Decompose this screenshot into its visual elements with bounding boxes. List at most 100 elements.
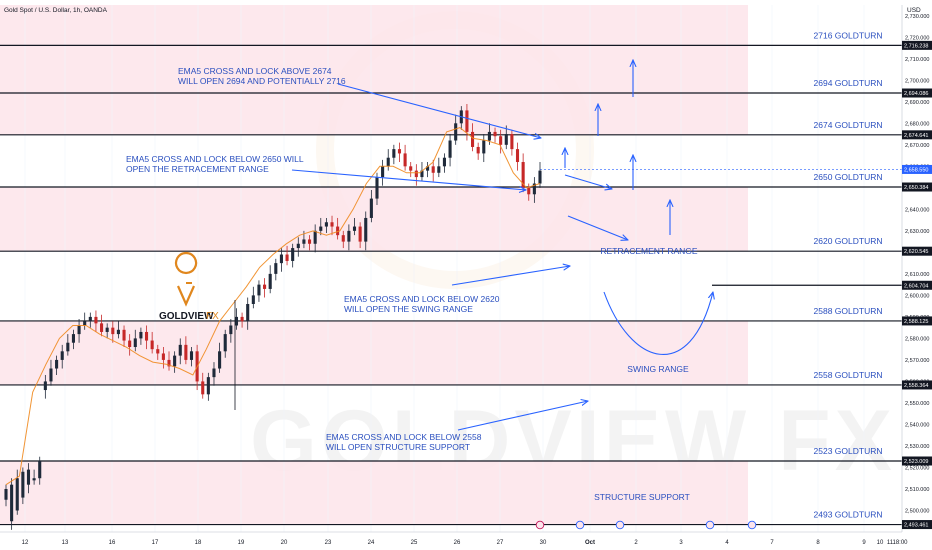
candle-body [133, 338, 137, 348]
event-flag-icon[interactable] [535, 520, 545, 530]
swing-target-tag [902, 280, 932, 290]
swing-target-tag-text: 2,604.704 [904, 283, 928, 289]
time-tick-label: 26 [454, 540, 461, 546]
candle-body [352, 226, 357, 231]
candle-body [274, 263, 278, 274]
level-price-tag [902, 130, 932, 140]
candle-body [246, 303, 250, 322]
logo-pin-icon [174, 251, 198, 307]
range-label: SWING RANGE [627, 364, 689, 374]
time-tick-label: 18 [195, 540, 202, 546]
time-tick-label: Oct [585, 540, 595, 546]
candle-body [178, 344, 182, 356]
candle-body [15, 478, 19, 511]
level-price-tag [902, 316, 932, 326]
candle-body [122, 329, 126, 341]
candle-body [369, 198, 373, 218]
candle-body [4, 488, 8, 500]
current-price-tag [902, 164, 932, 174]
time-tick-label: 9 [862, 540, 866, 546]
candle-body [426, 166, 430, 171]
candle-body [77, 325, 81, 335]
logo-brand-main: GOLDVIEW [159, 311, 214, 322]
logo-brand-sub: FX [206, 311, 219, 322]
candle-body [375, 177, 379, 199]
annotation-text: WILL OPEN STRUCTURE SUPPORT [326, 442, 470, 452]
candle-body [21, 471, 25, 498]
level-label: 2650 GOLDTURN [814, 172, 883, 182]
candle-body [381, 166, 385, 178]
candle-body [251, 295, 255, 304]
current-price-tag-text: 2,658.550 [904, 167, 928, 173]
candle-body [55, 359, 59, 369]
time-axis[interactable]: 12 13 16 17 18 19 20 23 24 25 26 27 30 Oct 2 3 4 7 8 9 10 11 1… [0, 520, 932, 550]
price-tick-label: 2,680.000 [905, 121, 929, 127]
annotation-text: WILL OPEN 2694 AND POTENTIALLY 2716 [178, 76, 346, 86]
price-tick-label: 2,500.000 [905, 508, 929, 514]
time-tick-label: 7 [770, 540, 774, 546]
projection-arrow [564, 174, 612, 189]
candle-body [263, 284, 267, 289]
candle-body [454, 123, 458, 141]
level-label: 2716 GOLDTURN [814, 30, 883, 40]
price-tick-label: 2,690.000 [905, 100, 929, 106]
time-tick-label: 16 [109, 540, 116, 546]
price-tick-label: 2,540.000 [905, 422, 929, 428]
price-axis[interactable]: 2,500.000 2,510.000 2,520.000 2,530.000 2,54… [901, 0, 932, 550]
time-axis-background [0, 532, 932, 550]
time-tick-label: 4 [725, 540, 729, 546]
candle-body [105, 327, 109, 332]
level-price-tag [902, 456, 932, 466]
price-tick-label: 2,550.000 [905, 401, 929, 407]
price-tick-label: 2,730.000 [905, 14, 929, 20]
candle-body [229, 325, 233, 335]
candle-body [538, 170, 542, 184]
zone-band [0, 460, 748, 525]
event-flag-icon[interactable] [575, 520, 585, 530]
candle-body [487, 131, 491, 141]
annotation-text: OPEN THE RETRACEMENT RANGE [126, 164, 269, 174]
candle-body [32, 478, 36, 481]
annotation-arrow-below-2620 [451, 266, 570, 286]
candle-body [527, 187, 531, 195]
price-tick-label: 2,720.000 [905, 35, 929, 41]
candle-body [465, 110, 469, 132]
candle-body [515, 149, 520, 163]
candle-body [448, 140, 452, 158]
candle-body [302, 239, 306, 244]
candle-body [38, 461, 42, 479]
candle-body [437, 166, 441, 173]
symbol-title[interactable]: Gold Spot / U.S. Dollar, 1h, OANDA [4, 7, 108, 14]
candle-body [397, 149, 402, 154]
candle-body [285, 254, 289, 261]
event-flag-icon[interactable] [615, 520, 625, 530]
annotation-text: EMA5 CROSS AND LOCK BELOW 2558 [326, 432, 482, 442]
ema5-line [5, 127, 541, 486]
candle-body [144, 331, 149, 341]
level-price-tag-text: 2,716.238 [904, 43, 928, 49]
level-price-tag-text: 2,558.364 [904, 383, 928, 389]
level-price-tag-text: 2,588.125 [904, 319, 928, 325]
candle-body [336, 226, 340, 236]
event-flag-icon[interactable] [705, 520, 715, 530]
annotation-text: EMA5 CROSS AND LOCK ABOVE 2674 [178, 66, 332, 76]
candle-body [173, 355, 177, 367]
candle-body [392, 149, 396, 158]
candle-body [26, 469, 31, 485]
candle-body [88, 316, 92, 322]
event-flag-icon[interactable] [747, 520, 757, 530]
time-tick-label: 17 [152, 540, 159, 546]
candle-body [431, 166, 435, 173]
range-label: STRUCTURE SUPPORT [594, 492, 690, 502]
level-label: 2558 GOLDTURN [814, 370, 883, 380]
candle-body [341, 235, 345, 242]
candle-body [257, 284, 261, 296]
candle-body [493, 131, 497, 137]
price-tick-label: 2,610.000 [905, 272, 929, 278]
goldview-logo: GOLDVIEW FX [159, 251, 219, 322]
annotation-text: EMA5 CROSS AND LOCK BELOW 2620 [344, 294, 500, 304]
price-tick-label: 2,640.000 [905, 207, 929, 213]
candle-body [240, 316, 244, 322]
